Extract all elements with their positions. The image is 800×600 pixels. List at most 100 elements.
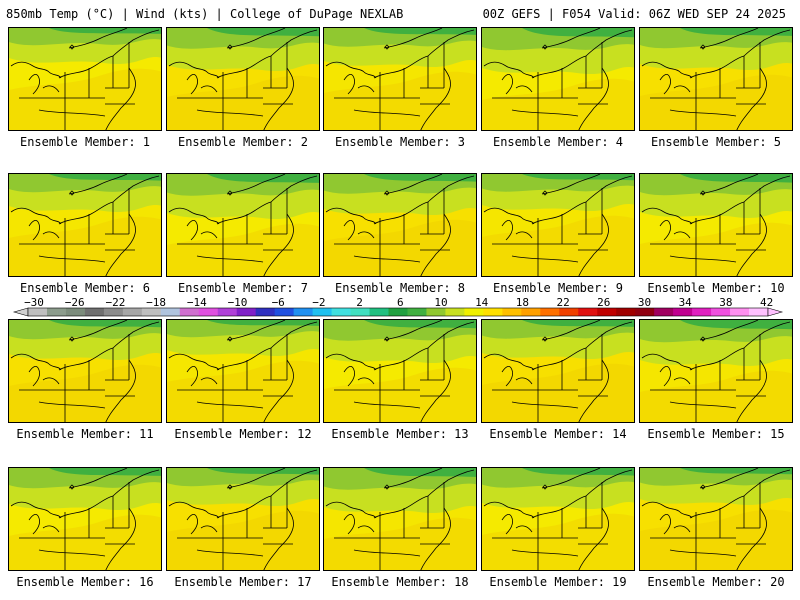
colorbar-swatch bbox=[331, 308, 351, 316]
temperature-map bbox=[9, 468, 161, 570]
temperature-map bbox=[482, 468, 634, 570]
ensemble-member-panel bbox=[323, 467, 477, 571]
ensemble-member-panel bbox=[166, 467, 320, 571]
colorbar-swatch bbox=[312, 308, 332, 316]
colorbar-swatch bbox=[255, 308, 276, 316]
temperature-map bbox=[640, 468, 792, 570]
colorbar-tick-label: −6 bbox=[272, 296, 285, 309]
colorbar-swatch bbox=[654, 308, 674, 316]
temperature-map bbox=[167, 28, 319, 130]
ensemble-member-label: Ensemble Member: 5 bbox=[650, 135, 782, 149]
colorbar-swatch bbox=[236, 308, 257, 316]
ensemble-member-panel bbox=[323, 27, 477, 131]
colorbar-tick-label: −26 bbox=[65, 296, 85, 309]
temperature-map bbox=[482, 28, 634, 130]
ensemble-member-panel bbox=[8, 27, 162, 131]
temperature-map bbox=[482, 174, 634, 276]
ensemble-member-panel bbox=[323, 319, 477, 423]
ensemble-member-label: Ensemble Member: 2 bbox=[177, 135, 309, 149]
colorbar-swatch bbox=[597, 308, 617, 316]
ensemble-member-label: Ensemble Member: 14 bbox=[489, 427, 627, 441]
ensemble-member-label: Ensemble Member: 7 bbox=[177, 281, 309, 295]
colorbar-swatch bbox=[103, 308, 124, 316]
ensemble-member-label: Ensemble Member: 10 bbox=[647, 281, 785, 295]
temperature-map bbox=[324, 468, 476, 570]
colorbar-tick-label: 26 bbox=[597, 296, 610, 309]
colorbar-swatch bbox=[350, 308, 370, 316]
ensemble-member-label: Ensemble Member: 12 bbox=[174, 427, 312, 441]
colorbar-swatch bbox=[673, 308, 693, 316]
colorbar-tick-label: −22 bbox=[105, 296, 125, 309]
ensemble-member-label: Ensemble Member: 17 bbox=[174, 575, 312, 589]
colorbar-swatch bbox=[407, 308, 427, 316]
colorbar-swatch bbox=[692, 308, 712, 316]
ensemble-member-label: Ensemble Member: 19 bbox=[489, 575, 627, 589]
temperature-map bbox=[640, 174, 792, 276]
colorbar-swatch bbox=[198, 308, 219, 316]
ensemble-member-panel bbox=[639, 319, 793, 423]
map-title: 850mb Temp (°C) | Wind (kts) | College o… bbox=[6, 7, 404, 21]
temperature-map bbox=[167, 468, 319, 570]
ensemble-member-label: Ensemble Member: 20 bbox=[647, 575, 785, 589]
ensemble-member-panel bbox=[481, 173, 635, 277]
ensemble-member-panel bbox=[166, 27, 320, 131]
colorbar-swatch bbox=[502, 308, 522, 316]
colorbar-swatch bbox=[84, 308, 105, 316]
colorbar-left-arrow bbox=[12, 307, 29, 317]
ensemble-member-label: Ensemble Member: 4 bbox=[492, 135, 624, 149]
ensemble-member-panel bbox=[639, 467, 793, 571]
colorbar-right-arrow bbox=[767, 307, 784, 317]
colorbar-tick-label: 2 bbox=[356, 296, 363, 309]
colorbar-tick-label: −30 bbox=[24, 296, 44, 309]
ensemble-member-panel bbox=[8, 467, 162, 571]
colorbar-tick-label: −10 bbox=[228, 296, 248, 309]
ensemble-member-label: Ensemble Member: 9 bbox=[492, 281, 624, 295]
ensemble-member-label: Ensemble Member: 18 bbox=[331, 575, 469, 589]
colorbar-tick-label: 14 bbox=[475, 296, 489, 309]
temperature-map bbox=[9, 28, 161, 130]
colorbar-tick-label: −14 bbox=[187, 296, 207, 309]
ensemble-member-panel bbox=[481, 27, 635, 131]
ensemble-member-panel bbox=[481, 319, 635, 423]
colorbar-tick-label: 34 bbox=[679, 296, 693, 309]
colorbar-tick-label: 6 bbox=[397, 296, 404, 309]
ensemble-member-label: Ensemble Member: 11 bbox=[16, 427, 154, 441]
temperature-map bbox=[324, 28, 476, 130]
colorbar-swatch bbox=[160, 308, 181, 316]
colorbar-swatch bbox=[730, 308, 750, 316]
ensemble-member-label: Ensemble Member: 8 bbox=[334, 281, 466, 295]
colorbar-tick-label: 18 bbox=[516, 296, 529, 309]
colorbar-tick-label: 42 bbox=[760, 296, 773, 309]
colorbar-swatch bbox=[540, 308, 560, 316]
ensemble-member-label: Ensemble Member: 16 bbox=[16, 575, 154, 589]
colorbar-swatch bbox=[46, 308, 67, 316]
ensemble-member-label: Ensemble Member: 1 bbox=[19, 135, 151, 149]
ensemble-member-panel bbox=[166, 319, 320, 423]
temperature-map bbox=[640, 28, 792, 130]
ensemble-member-panel bbox=[166, 173, 320, 277]
colorbar-tick-label: −18 bbox=[146, 296, 166, 309]
colorbar-swatch bbox=[274, 308, 295, 316]
temperature-map bbox=[640, 320, 792, 422]
colorbar-tick-label: −2 bbox=[312, 296, 325, 309]
colorbar-swatch bbox=[369, 308, 389, 316]
colorbar-swatch bbox=[445, 308, 465, 316]
colorbar-tick-label: 22 bbox=[556, 296, 569, 309]
colorbar-swatch bbox=[559, 308, 579, 316]
ensemble-member-label: Ensemble Member: 15 bbox=[647, 427, 785, 441]
ensemble-member-panel bbox=[639, 27, 793, 131]
colorbar-swatch bbox=[578, 308, 598, 316]
temperature-map bbox=[324, 174, 476, 276]
ensemble-member-label: Ensemble Member: 3 bbox=[334, 135, 466, 149]
colorbar-tick-label: 38 bbox=[719, 296, 732, 309]
colorbar-swatch bbox=[388, 308, 408, 316]
colorbar-tick-label: 10 bbox=[434, 296, 447, 309]
ensemble-member-panel bbox=[8, 319, 162, 423]
colorbar-swatch bbox=[293, 308, 314, 316]
colorbar-swatch bbox=[141, 308, 162, 316]
colorbar-swatch bbox=[65, 308, 86, 316]
temperature-map bbox=[167, 174, 319, 276]
colorbar-swatch bbox=[483, 308, 503, 316]
temperature-colorbar: −30 −26 −22 −18 −14 −10 −6 −2 2 6 10 14 18 22 26 30 34 38… bbox=[12, 296, 784, 317]
colorbar-swatch bbox=[616, 308, 636, 316]
